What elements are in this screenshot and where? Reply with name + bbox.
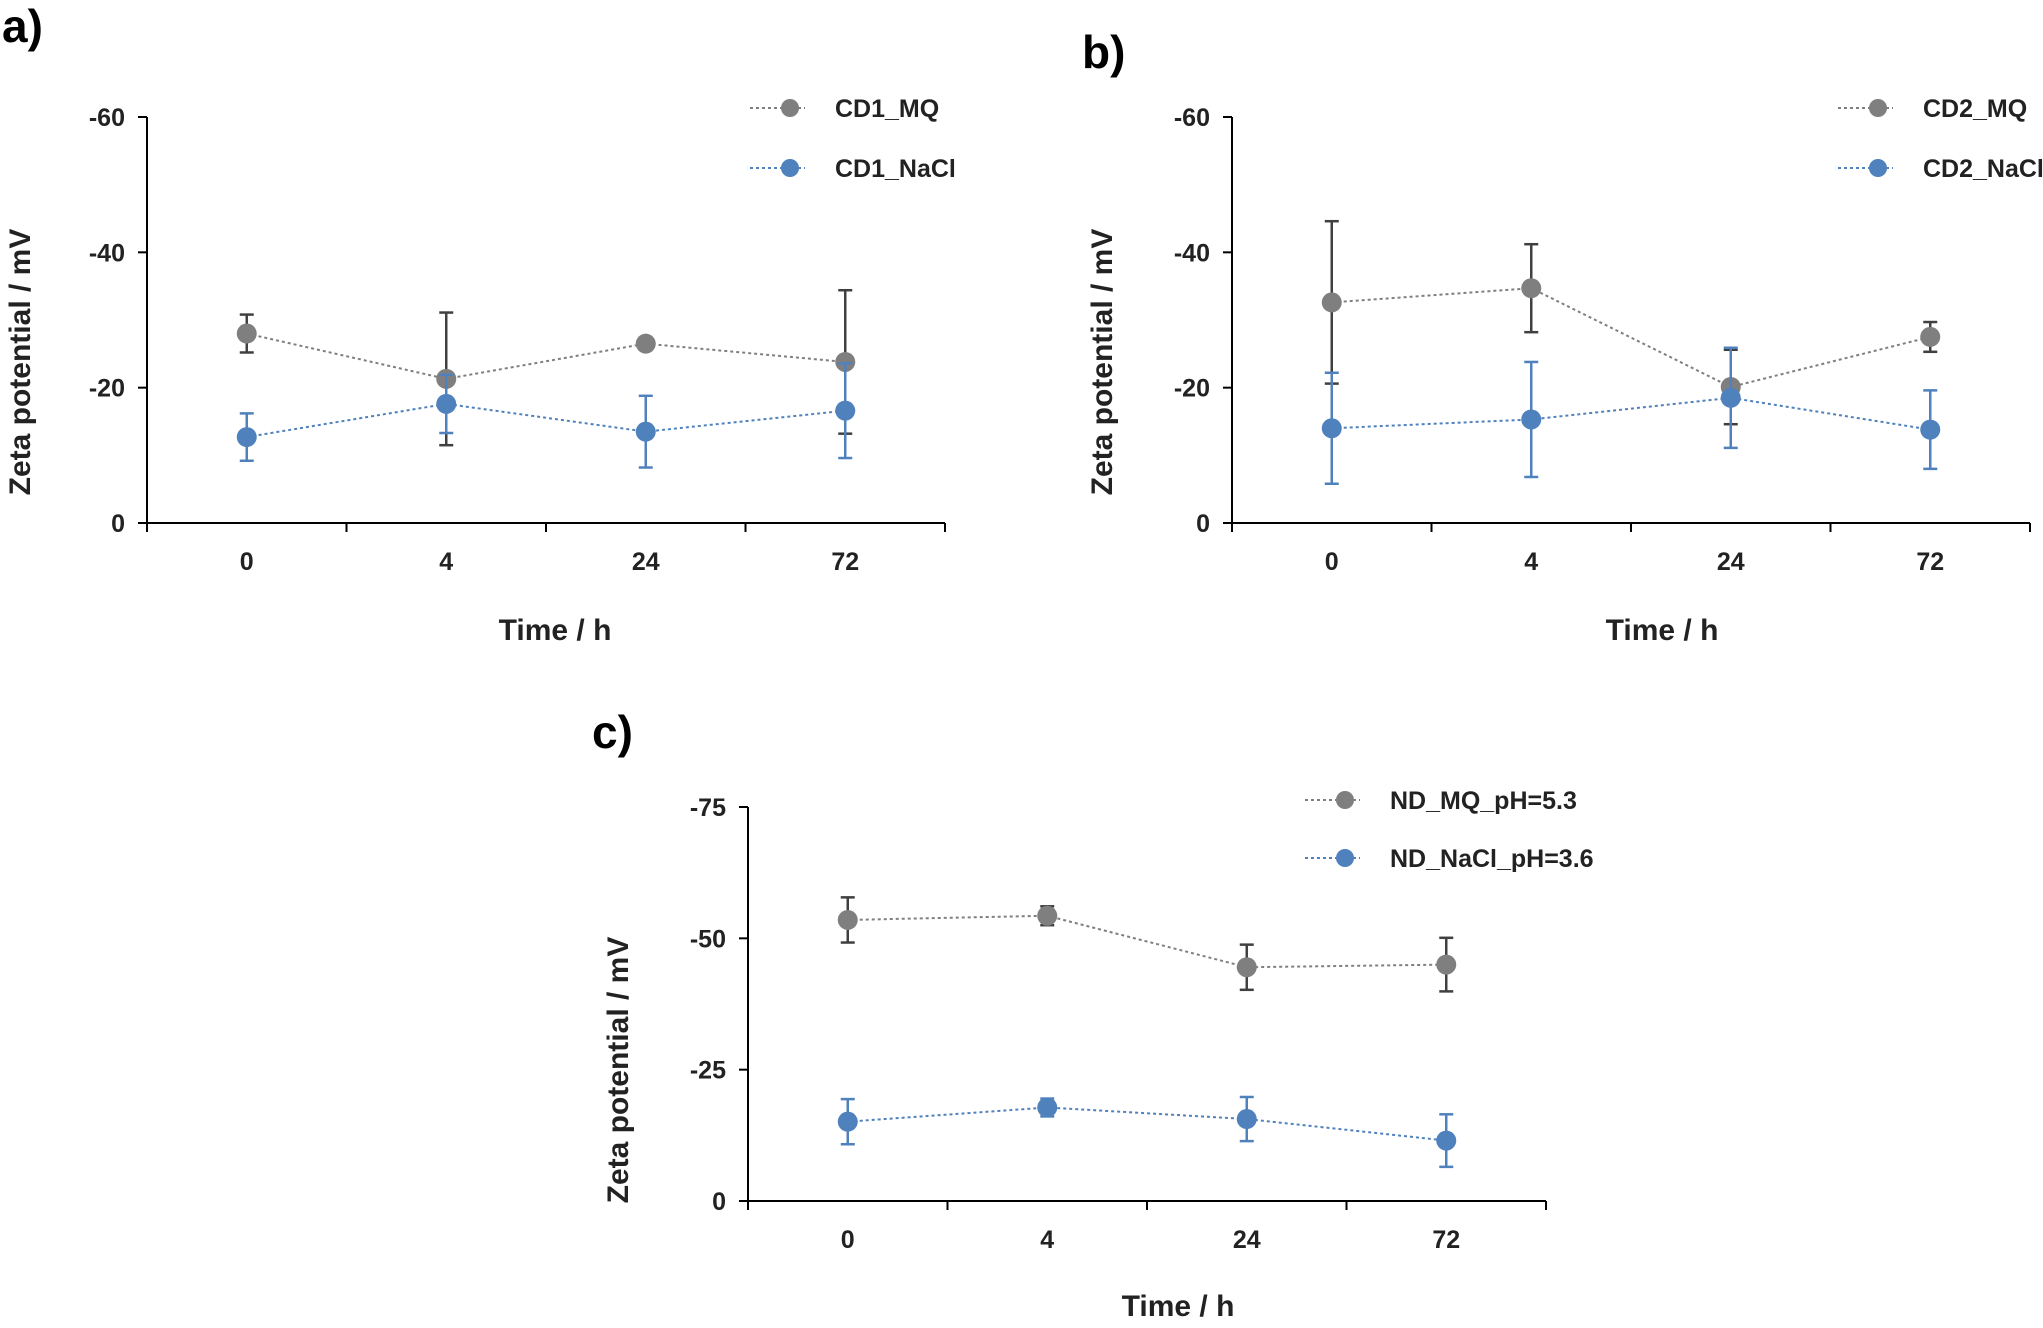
legend-marker — [781, 159, 799, 177]
x-tick-label: 72 — [831, 548, 859, 576]
data-point — [1037, 1097, 1058, 1118]
data-point — [635, 421, 656, 442]
legend-label: CD2_MQ — [1923, 95, 2027, 123]
x-tick-label: 72 — [1916, 548, 1944, 576]
legend-label: ND_NaCl_pH=3.6 — [1390, 845, 1594, 873]
x-tick-label: 72 — [1432, 1226, 1460, 1254]
data-point — [1321, 292, 1342, 313]
x-axis-title: Time / h — [1122, 1290, 1235, 1323]
x-tick-label: 4 — [1524, 548, 1538, 576]
y-axis-title: Zeta potential / mV — [1086, 229, 1119, 496]
data-point — [1920, 419, 1941, 440]
y-tick-label: -50 — [690, 925, 726, 953]
x-tick-label: 24 — [632, 548, 660, 576]
data-point — [1236, 957, 1257, 978]
y-axis-title: Zeta potential / mV — [4, 229, 37, 496]
x-tick-label: 0 — [841, 1226, 855, 1254]
data-point — [835, 351, 856, 372]
y-tick-label: -40 — [89, 239, 125, 267]
y-tick-label: 0 — [1196, 510, 1210, 538]
legend-label: CD1_MQ — [835, 95, 939, 123]
data-point — [236, 323, 257, 344]
legend-marker — [1336, 791, 1354, 809]
data-point — [1920, 326, 1941, 347]
series-line — [246, 332, 846, 380]
y-tick-label: 0 — [712, 1188, 726, 1216]
data-point — [1037, 905, 1058, 926]
y-tick-label: -20 — [1174, 375, 1210, 403]
data-point — [1436, 1130, 1457, 1151]
legend-marker — [1336, 849, 1354, 867]
data-point — [1436, 954, 1457, 975]
y-axis-title: Zeta potential / mV — [602, 937, 635, 1204]
data-point — [436, 393, 457, 414]
series-line — [246, 402, 846, 439]
panel-label: c) — [592, 706, 633, 758]
data-point — [635, 333, 656, 354]
legend-label: CD1_NaCl — [835, 155, 956, 183]
panel-label: a) — [2, 0, 43, 52]
series-line — [1331, 396, 1931, 431]
data-point — [1521, 409, 1542, 430]
panel-b: b) Time / h Zeta potential / mV -60 -40 -2… — [1082, 26, 2043, 647]
x-tick-label: 0 — [240, 548, 254, 576]
legend-marker — [781, 99, 799, 117]
panel-c: c) Time / h Zeta potential / mV -75 -50 -2… — [592, 706, 1594, 1323]
y-tick-label: -75 — [690, 794, 726, 822]
x-tick-label: 0 — [1325, 548, 1339, 576]
legend-marker — [1869, 99, 1887, 117]
panel-a: a) Time / h Zeta potential / mV -60 -40 -2… — [2, 0, 956, 647]
y-tick-label: 0 — [111, 510, 125, 538]
y-tick-label: -60 — [89, 104, 125, 132]
data-point — [1321, 418, 1342, 439]
data-point — [1720, 387, 1741, 408]
series-line — [847, 1106, 1447, 1142]
x-axis-title: Time / h — [1606, 614, 1719, 647]
series-line — [1331, 287, 1931, 389]
data-point — [835, 400, 856, 421]
y-tick-label: -60 — [1174, 104, 1210, 132]
y-tick-label: -25 — [690, 1057, 726, 1085]
y-tick-label: -40 — [1174, 239, 1210, 267]
series-line — [847, 914, 1447, 969]
data-point — [837, 909, 858, 930]
x-tick-label: 24 — [1717, 548, 1745, 576]
data-point — [1236, 1109, 1257, 1130]
y-tick-label: -20 — [89, 375, 125, 403]
panel-label: b) — [1082, 26, 1125, 78]
legend-marker — [1869, 159, 1887, 177]
data-point — [1521, 278, 1542, 299]
x-axis-title: Time / h — [499, 614, 612, 647]
data-point — [236, 427, 257, 448]
legend-label: CD2_NaCl — [1923, 155, 2043, 183]
legend-label: ND_MQ_pH=5.3 — [1390, 787, 1577, 815]
data-point — [837, 1111, 858, 1132]
x-tick-label: 4 — [1040, 1226, 1054, 1254]
x-tick-label: 4 — [439, 548, 453, 576]
x-tick-label: 24 — [1233, 1226, 1261, 1254]
